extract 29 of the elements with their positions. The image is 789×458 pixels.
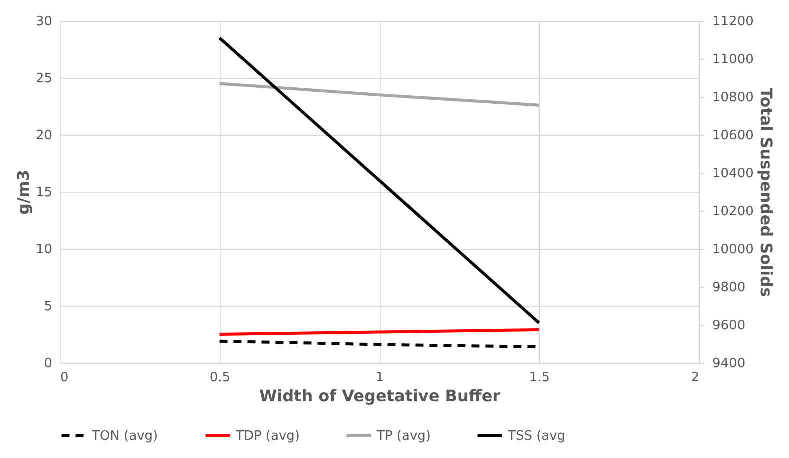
x-axis-title: Width of Vegetative Buffer xyxy=(259,386,501,406)
y2-axis-title: Total Suspended Solids xyxy=(756,88,776,298)
y-tick-label: 5 xyxy=(44,300,52,314)
y2-tick-label: 10000 xyxy=(712,242,754,258)
y-tick-label: 0 xyxy=(44,356,52,372)
y2-tick-label: 11000 xyxy=(712,52,754,68)
y2-tick-label: 9400 xyxy=(712,356,746,372)
y2-tick-label: 9600 xyxy=(712,318,746,334)
y2-tick-label: 10600 xyxy=(712,128,754,144)
legend-label: TDP (avg) xyxy=(235,429,300,444)
legend-label: TP (avg) xyxy=(376,429,431,444)
legend-label: TON (avg) xyxy=(91,429,158,444)
y-tick-label: 20 xyxy=(36,128,52,144)
y-tick-label: 15 xyxy=(36,186,52,200)
x-tick-label: 0.5 xyxy=(210,370,231,386)
x-tick-label: 1 xyxy=(376,370,384,386)
y2-tick-label: 11200 xyxy=(712,14,754,30)
y-tick-label: 10 xyxy=(36,242,52,258)
x-tick-label: 0 xyxy=(60,370,69,386)
y2-tick-label: 9800 xyxy=(712,280,746,296)
y2-tick-label: 10400 xyxy=(712,166,754,182)
y-tick-label: 25 xyxy=(36,72,52,86)
x-tick-label: 1.5 xyxy=(529,370,550,386)
y2-tick-label: 10200 xyxy=(712,204,754,220)
x-tick-label: 2 xyxy=(691,370,700,386)
y2-tick-label: 10800 xyxy=(712,90,754,106)
y-tick-label: 30 xyxy=(36,14,52,30)
y-axis-title: g/m3 xyxy=(14,170,33,216)
legend-label: TSS (avg xyxy=(507,429,566,444)
